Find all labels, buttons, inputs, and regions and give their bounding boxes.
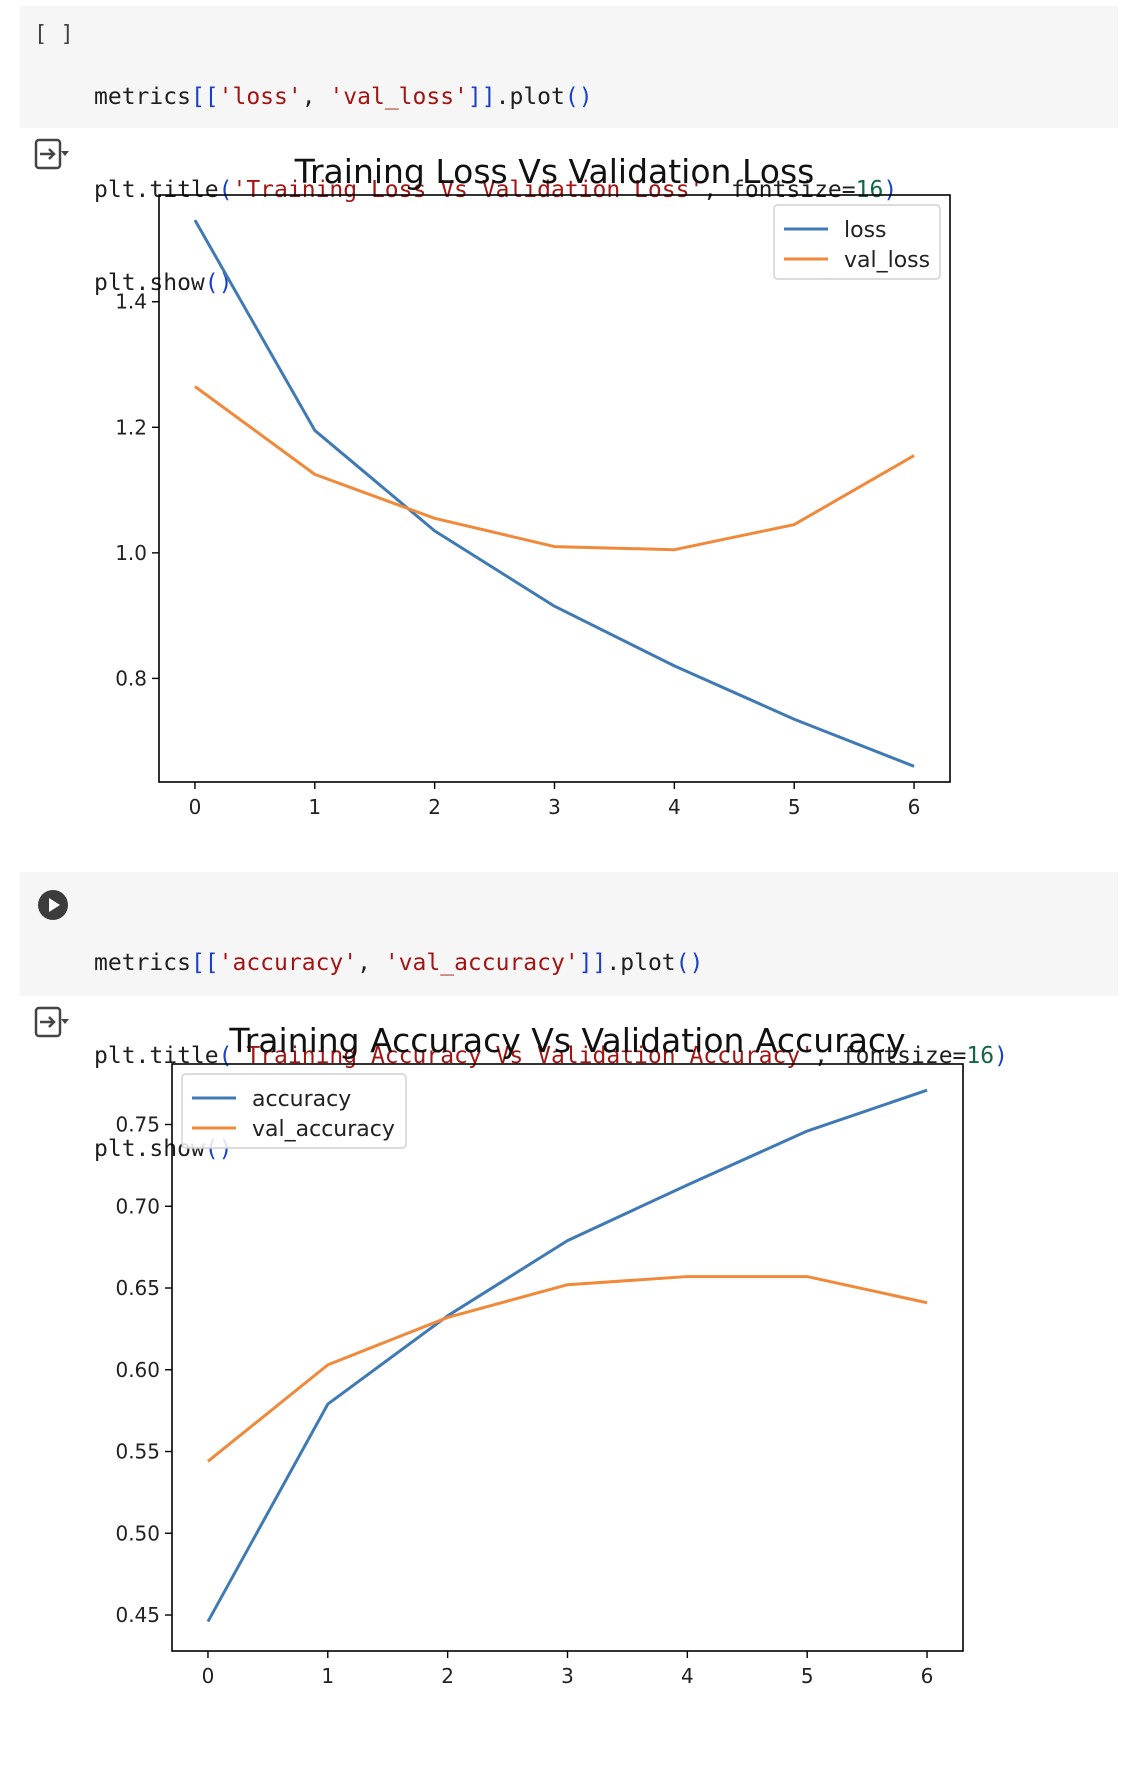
y-tick-label: 0.50 [115, 1521, 160, 1545]
x-tick-label: 4 [668, 795, 681, 819]
code-line-1: metrics[['accuracy', 'val_accuracy']].pl… [94, 950, 704, 976]
y-tick-label: 0.60 [115, 1358, 160, 1382]
y-tick-label: 1.4 [115, 290, 147, 314]
run-cell-button[interactable] [38, 890, 68, 920]
code-line-2: plt.title('Training Loss Vs Validation L… [94, 177, 898, 203]
x-tick-label: 2 [441, 1664, 454, 1688]
y-tick-label: 0.70 [115, 1194, 160, 1218]
x-tick-label: 0 [202, 1664, 215, 1688]
x-tick-label: 0 [189, 795, 202, 819]
x-tick-label: 2 [428, 795, 441, 819]
chart-title: Training Loss Vs Validation Loss [294, 152, 815, 191]
code-cell-2[interactable]: metrics[['accuracy', 'val_accuracy']].pl… [20, 872, 1118, 1162]
series-line-val_loss [194, 385, 915, 552]
legend-box [181, 1073, 407, 1149]
series-line-val_accuracy [207, 1275, 928, 1463]
chart-title: Training Accuracy Vs Validation Accuracy [228, 1021, 905, 1060]
legend-label: val_accuracy [252, 1117, 395, 1142]
loss-chart: Training Loss Vs Validation Loss 0 1 2 3 4 5 6 0… [115, 152, 951, 819]
series-line-accuracy [206, 1088, 928, 1623]
x-tick-label: 5 [788, 795, 801, 819]
legend-label: val_loss [844, 248, 930, 273]
output-options-icon[interactable] [34, 1006, 70, 1038]
y-tick-label: 1.2 [115, 415, 147, 439]
x-tick-label: 6 [921, 1664, 934, 1688]
legend-label: accuracy [252, 1087, 351, 1112]
y-tick-label: 0.8 [115, 666, 147, 690]
x-tick-label: 1 [321, 1664, 334, 1688]
y-tick-label: 0.65 [115, 1276, 160, 1300]
code-line-3: plt.show() [94, 270, 233, 296]
x-tick-label: 4 [681, 1664, 694, 1688]
plot-frame [171, 1063, 964, 1652]
code-editor[interactable]: metrics[['loss', 'val_loss']].plot() plt… [94, 20, 897, 361]
y-tick-label: 0.75 [115, 1112, 160, 1136]
y-tick-label: 1.0 [115, 541, 147, 565]
series-line-loss [193, 219, 915, 768]
output-options-icon[interactable] [34, 138, 70, 170]
x-tick-label: 3 [548, 795, 561, 819]
cell-execution-indicator[interactable]: [ ] [34, 22, 74, 47]
y-tick-label: 0.45 [115, 1603, 160, 1627]
x-tick-label: 6 [908, 795, 921, 819]
y-tick-label: 0.55 [115, 1440, 160, 1464]
legend-label: loss [844, 218, 887, 243]
code-cell-1[interactable]: [ ] metrics[['loss', 'val_loss']].plot()… [20, 6, 1118, 296]
x-tick-label: 5 [801, 1664, 814, 1688]
code-line-1: metrics[['loss', 'val_loss']].plot() [94, 84, 593, 110]
x-tick-label: 3 [561, 1664, 574, 1688]
x-tick-label: 1 [308, 795, 321, 819]
code-editor[interactable]: metrics[['accuracy', 'val_accuracy']].pl… [94, 886, 1008, 1227]
